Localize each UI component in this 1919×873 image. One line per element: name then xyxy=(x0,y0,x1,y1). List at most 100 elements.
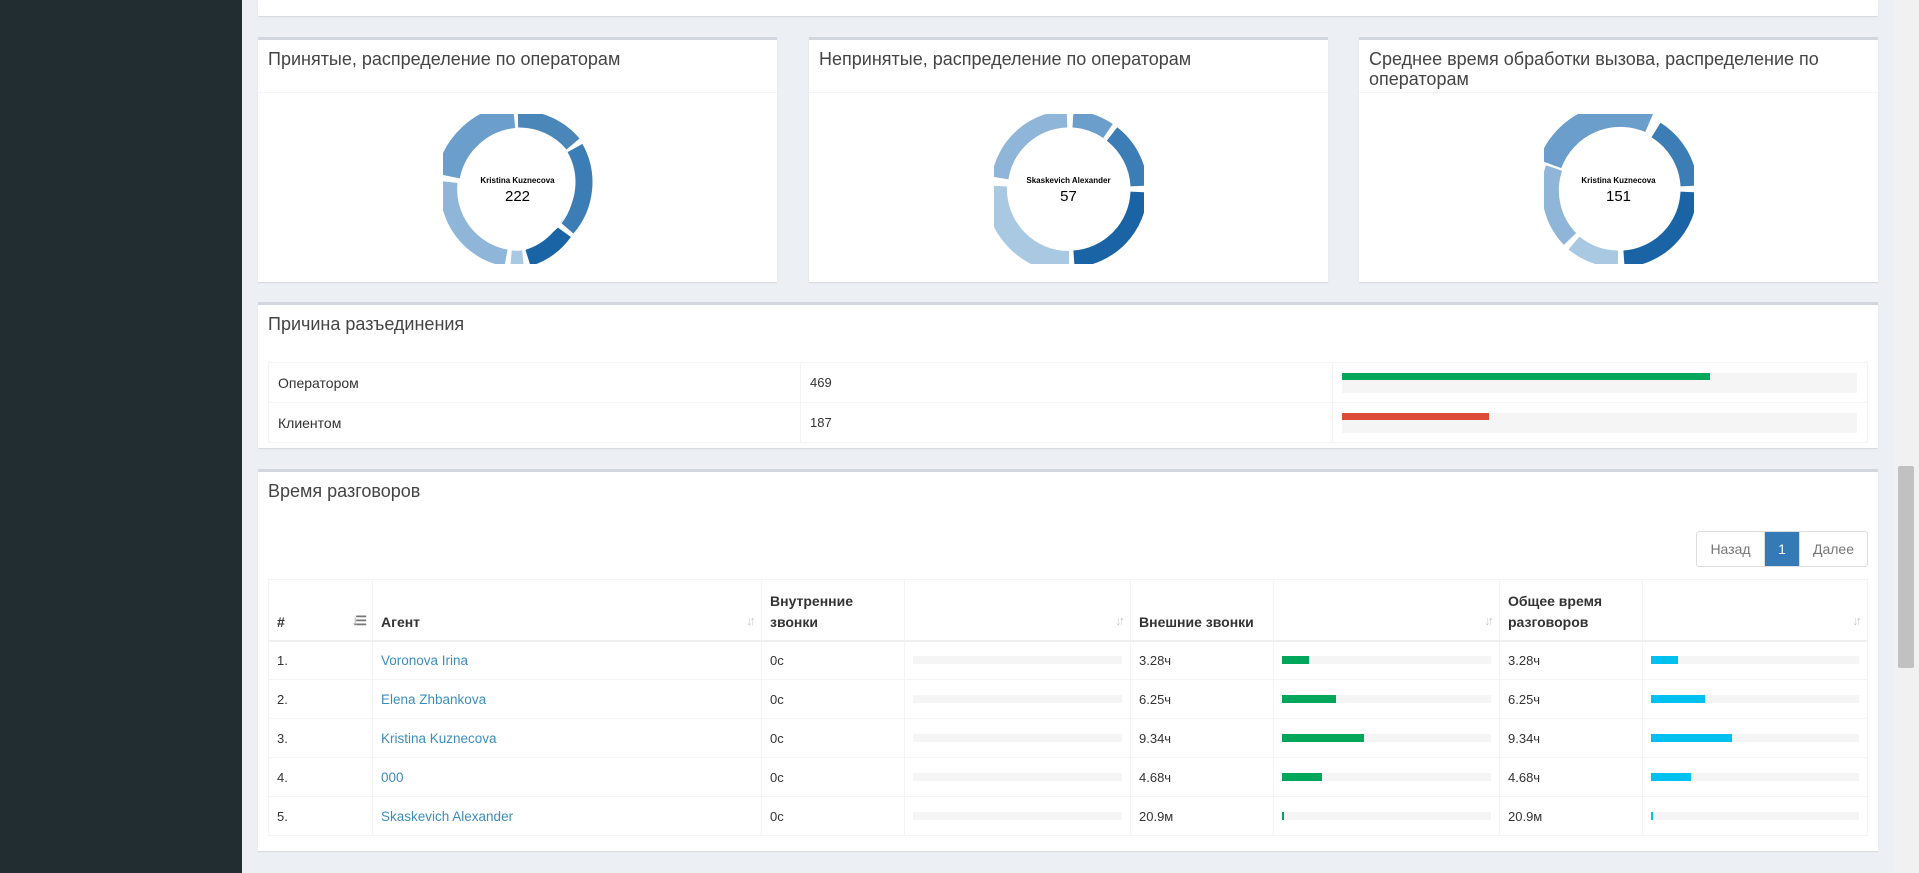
table-header-row: # ↓☰ Агент ↓↑ Внутренние звонки ↓↑ Внешн xyxy=(268,579,1868,642)
internal-calls-bar-cell xyxy=(904,679,1131,719)
donut-chart[interactable]: Kristina Kuznecova 222 xyxy=(258,96,777,282)
donut-center: Kristina Kuznecova 151 xyxy=(1359,96,1878,282)
donut-segment[interactable] xyxy=(1568,236,1618,264)
col-header-agent[interactable]: Агент ↓↑ xyxy=(372,579,762,642)
sort-amount-asc-icon[interactable]: ↓☰ xyxy=(351,612,367,628)
progress-bar xyxy=(1282,812,1491,820)
internal-calls-bar-cell xyxy=(904,718,1131,758)
progress-bar xyxy=(913,812,1122,820)
donut-segment[interactable] xyxy=(1072,191,1144,264)
progress-fill xyxy=(1651,812,1654,820)
agent-cell: Skaskevich Alexander xyxy=(372,796,762,836)
agent-link[interactable]: Kristina Kuznecova xyxy=(381,730,497,746)
donut-segment[interactable] xyxy=(559,143,592,234)
internal-calls-value: 0с xyxy=(761,757,905,797)
external-calls-bar-cell xyxy=(1273,757,1500,797)
donut-segment[interactable] xyxy=(1650,122,1694,187)
donut-center-name: Kristina Kuznecova xyxy=(1581,175,1656,185)
donut-segment[interactable] xyxy=(1622,191,1694,264)
progress-bar xyxy=(913,734,1122,742)
progress-fill xyxy=(1651,773,1691,781)
col-header-label: Агент xyxy=(381,613,421,630)
agent-link[interactable]: Skaskevich Alexander xyxy=(381,808,514,824)
box-header: Принятые, распределение по операторам xyxy=(258,40,777,93)
external-calls-value: 4.68ч xyxy=(1130,757,1274,797)
pagination-prev-button[interactable]: Назад xyxy=(1697,532,1765,566)
agent-link[interactable]: Elena Zhbankova xyxy=(381,691,487,707)
col-header-num[interactable]: # ↓☰ xyxy=(268,579,373,642)
scrollbar-thumb[interactable] xyxy=(1898,466,1914,668)
donut-segment-hover[interactable] xyxy=(442,114,516,179)
progress-bar xyxy=(913,656,1122,665)
donut-segment[interactable] xyxy=(1106,127,1144,187)
pagination-page-1[interactable]: 1 xyxy=(1765,532,1799,566)
donut-segment[interactable] xyxy=(524,226,571,264)
donut-svg[interactable] xyxy=(993,114,1144,264)
col-header-total[interactable]: Общее время разговоров xyxy=(1499,579,1643,642)
donut-box-accepted: Принятые, распределение по операторам Kr… xyxy=(258,37,777,282)
col-header-label: Внешние звонки xyxy=(1139,613,1254,630)
page-scrollbar[interactable] xyxy=(1893,0,1919,873)
sort-both-icon[interactable]: ↓↑ xyxy=(1852,612,1862,628)
internal-calls-value: 0с xyxy=(761,796,905,836)
sidebar xyxy=(0,0,242,873)
total-time-value: 20.9м xyxy=(1499,796,1643,836)
progress-fill xyxy=(1651,695,1706,703)
col-header-label: Общее время разговоров xyxy=(1508,592,1603,630)
donut-segment[interactable] xyxy=(993,114,1068,180)
external-calls-bar-cell xyxy=(1273,679,1500,719)
donut-segment[interactable] xyxy=(1071,114,1113,139)
donut-chart[interactable]: Skaskevich Alexander 57 xyxy=(809,96,1328,282)
col-header-internal-bar[interactable]: ↓↑ xyxy=(904,579,1131,642)
donut-svg[interactable] xyxy=(1543,114,1694,264)
reason-label: Клиентом xyxy=(268,402,801,443)
box-title: Непринятые, распределение по операторам xyxy=(819,49,1192,69)
box-title: Причина разъединения xyxy=(268,314,465,334)
progress-bar xyxy=(1282,695,1491,703)
reason-value: 187 xyxy=(800,402,1333,443)
progress-bar xyxy=(1651,695,1859,703)
donut-segment[interactable] xyxy=(1543,165,1576,245)
box-title: Принятые, распределение по операторам xyxy=(268,49,621,69)
progress-bar xyxy=(913,695,1122,703)
donut-chart[interactable]: Kristina Kuznecova 151 xyxy=(1359,96,1878,282)
agent-link[interactable]: Voronova Irina xyxy=(381,652,469,668)
row-num: 3. xyxy=(268,718,373,758)
agent-cell: Voronova Irina xyxy=(372,640,762,680)
progress-bar xyxy=(1342,372,1857,393)
main-content: Принятые, распределение по операторам Kr… xyxy=(242,0,1893,873)
progress-bar xyxy=(1342,412,1857,433)
col-header-internal[interactable]: Внутренние звонки xyxy=(761,579,905,642)
sort-both-icon[interactable]: ↓↑ xyxy=(1115,612,1125,628)
disconnect-reason-box: Причина разъединения Оператором 469 Клие… xyxy=(258,302,1878,448)
top-box xyxy=(258,0,1878,16)
progress-bar xyxy=(1651,773,1859,781)
donut-segment[interactable] xyxy=(517,114,580,150)
donut-segment-hover[interactable] xyxy=(1543,114,1653,169)
donut-inner-ring xyxy=(462,133,573,245)
progress-fill xyxy=(1342,372,1711,380)
pagination-next-button[interactable]: Далее xyxy=(1799,532,1867,566)
donut-svg[interactable] xyxy=(442,114,593,264)
internal-calls-value: 0с xyxy=(761,679,905,719)
donut-segment-hover[interactable] xyxy=(993,185,1069,264)
total-time-bar-cell xyxy=(1642,757,1868,797)
donut-inner-ring xyxy=(1563,133,1674,245)
table-row: 3. Kristina Kuznecova 0с 9.34ч 9.34ч xyxy=(268,718,1868,758)
reason-value: 469 xyxy=(800,362,1333,403)
col-header-external-bar[interactable]: ↓↑ xyxy=(1273,579,1500,642)
col-header-external[interactable]: Внешние звонки xyxy=(1130,579,1274,642)
table-row: Клиентом 187 xyxy=(268,402,1868,443)
reason-label: Оператором xyxy=(268,362,801,403)
donut-segment[interactable] xyxy=(442,181,508,264)
progress-bar xyxy=(1282,734,1491,742)
progress-bar xyxy=(1651,812,1859,820)
reason-progress-cell xyxy=(1332,402,1868,443)
agent-link[interactable]: 000 xyxy=(381,769,404,785)
sort-both-icon[interactable]: ↓↑ xyxy=(1484,612,1494,628)
internal-calls-value: 0с xyxy=(761,640,905,680)
col-header-total-bar[interactable]: ↓↑ xyxy=(1642,579,1868,642)
sort-both-icon[interactable]: ↓↑ xyxy=(746,612,756,628)
external-calls-bar-cell xyxy=(1273,640,1500,680)
progress-fill xyxy=(1651,656,1679,665)
